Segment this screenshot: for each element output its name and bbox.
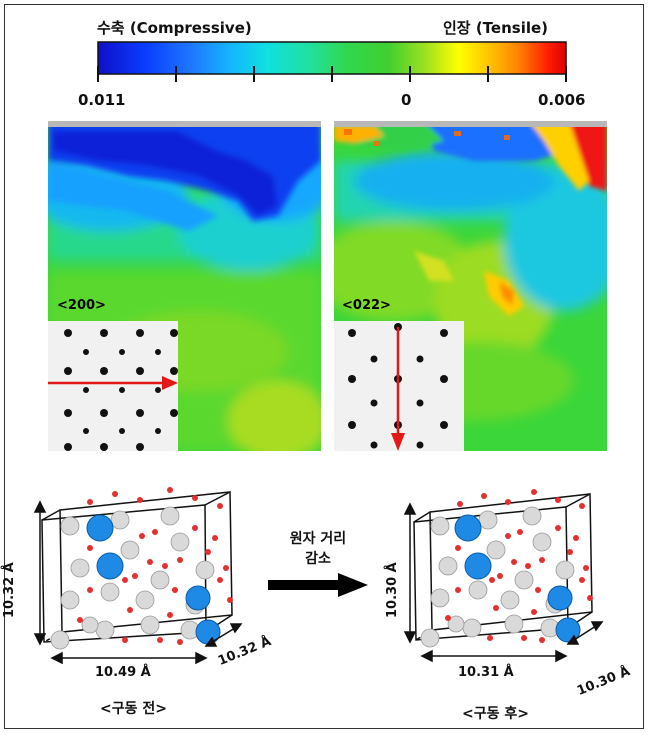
transition-line-2: 감소 [305, 551, 331, 567]
cell-before-caption: <구동 전> [100, 701, 167, 717]
strain-colorbar [97, 41, 567, 82]
colorbar-tick-mid: 0 [401, 91, 412, 109]
diffraction-inset-left [48, 321, 178, 451]
crystal-cell-before [33, 487, 243, 665]
colorbar-tick-right: 0.006 [538, 91, 586, 109]
colorbar-compressive-title: 수축 (Compressive) [97, 19, 252, 37]
orientation-label-left: <200> [57, 298, 106, 313]
diffraction-inset-right [334, 321, 464, 451]
colorbar-tick-left: 0.011 [78, 91, 126, 109]
transition-arrow [268, 573, 368, 597]
cell-after-caption: <구동 후> [462, 706, 529, 722]
cell-before-height-label: 10.32 Å [2, 562, 17, 618]
orientation-label-right: <022> [342, 298, 391, 313]
transition-text: 원자 거리 감소 [268, 529, 368, 569]
cell-after-width-label: 10.31 Å [458, 665, 514, 680]
transition-line-1: 원자 거리 [289, 531, 347, 547]
colorbar-tensile-title: 인장 (Tensile) [443, 19, 549, 37]
cell-after-height-label: 10.30 Å [385, 562, 400, 618]
crystal-cell-after [403, 489, 604, 663]
cell-before-width-label: 10.49 Å [95, 665, 151, 680]
